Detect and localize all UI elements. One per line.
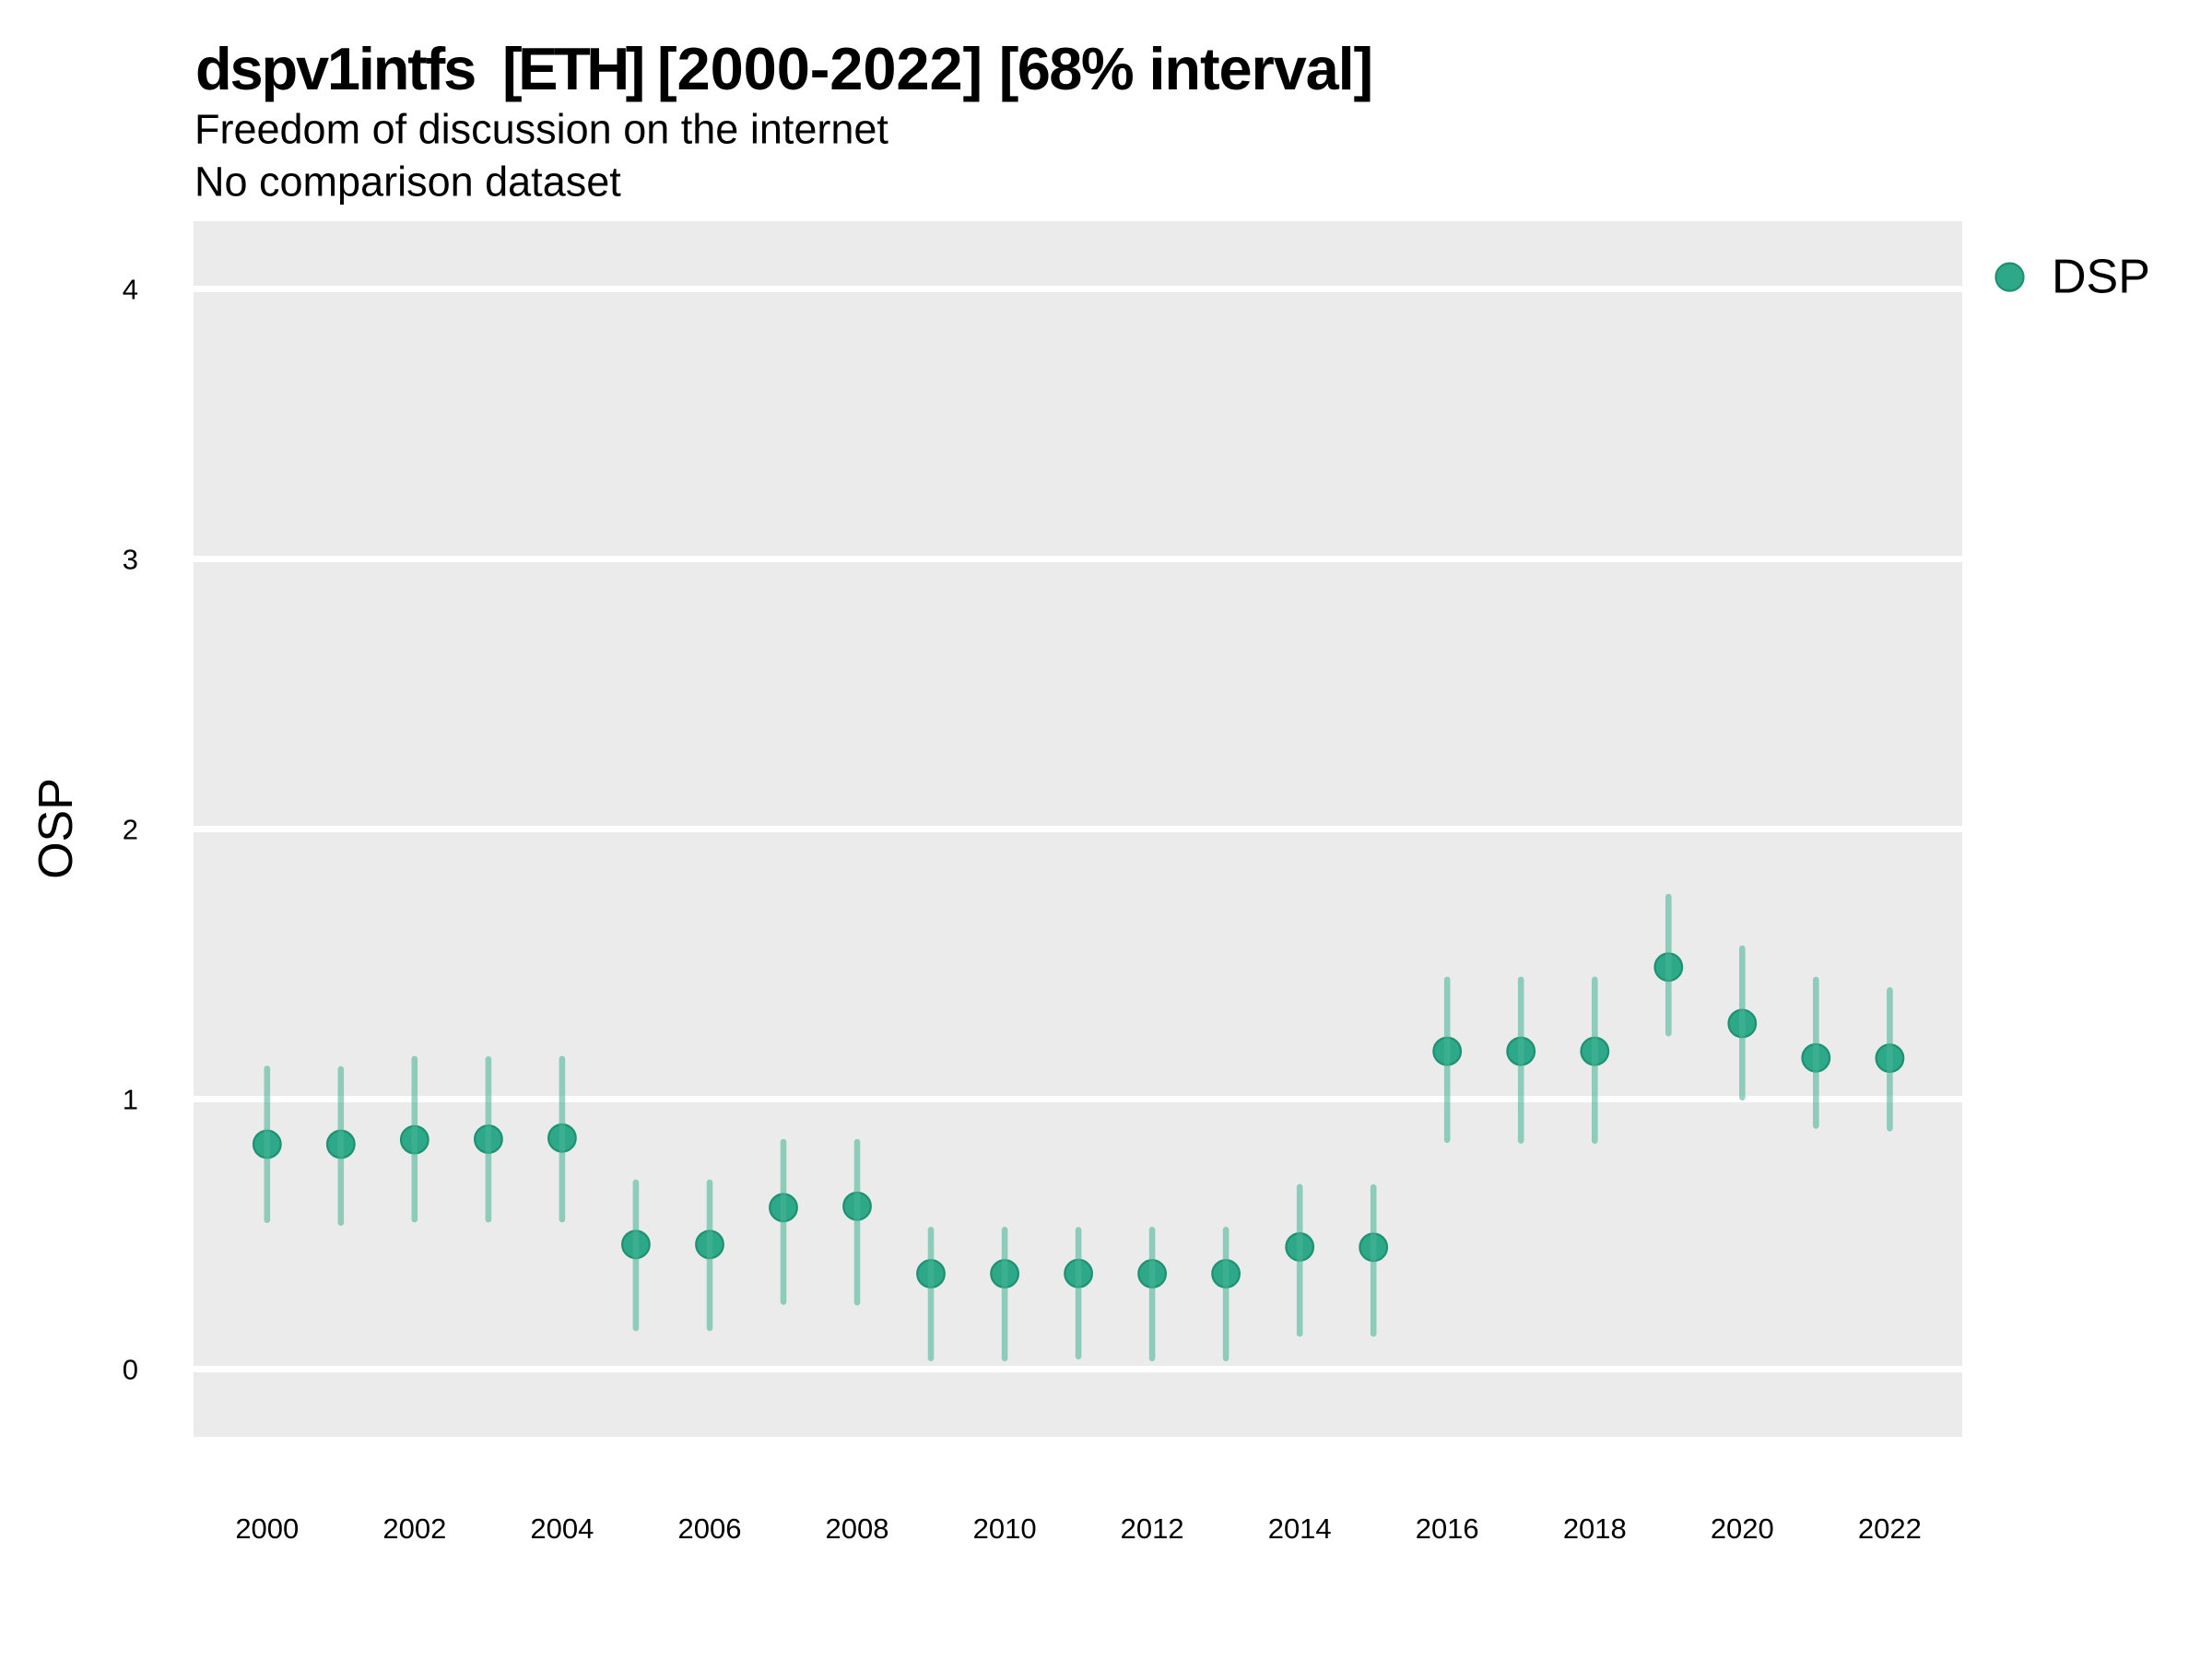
svg-text:0: 0 bbox=[123, 1354, 138, 1386]
svg-text:2018: 2018 bbox=[1563, 1512, 1627, 1545]
svg-text:2000: 2000 bbox=[235, 1512, 299, 1545]
svg-text:3: 3 bbox=[123, 544, 138, 576]
svg-text:2008: 2008 bbox=[826, 1512, 889, 1545]
svg-text:2014: 2014 bbox=[1268, 1512, 1332, 1545]
svg-text:2016: 2016 bbox=[1416, 1512, 1479, 1545]
svg-text:2004: 2004 bbox=[530, 1512, 594, 1545]
svg-text:[2000-2022]: [2000-2022] bbox=[657, 35, 982, 102]
svg-text:[ETH]: [ETH] bbox=[502, 35, 642, 102]
svg-text:1: 1 bbox=[123, 1084, 138, 1116]
svg-text:2020: 2020 bbox=[1711, 1512, 1774, 1545]
svg-text:Freedom of discussion on the i: Freedom of discussion on the internet bbox=[194, 106, 888, 153]
svg-text:2: 2 bbox=[123, 814, 138, 846]
svg-text:OSP: OSP bbox=[29, 778, 83, 879]
svg-text:[68%: [68% bbox=[999, 35, 1134, 102]
svg-text:2010: 2010 bbox=[973, 1512, 1037, 1545]
svg-text:2006: 2006 bbox=[678, 1512, 742, 1545]
svg-text:DSP: DSP bbox=[2052, 251, 2150, 304]
svg-text:2022: 2022 bbox=[1858, 1512, 1922, 1545]
svg-text:2012: 2012 bbox=[1121, 1512, 1184, 1545]
svg-text:4: 4 bbox=[123, 274, 138, 306]
svg-text:No comparison dataset: No comparison dataset bbox=[194, 158, 621, 205]
svg-text:dspv1intfs: dspv1intfs bbox=[195, 35, 475, 102]
svg-text:interval]: interval] bbox=[1149, 35, 1373, 102]
svg-text:2002: 2002 bbox=[382, 1512, 446, 1545]
